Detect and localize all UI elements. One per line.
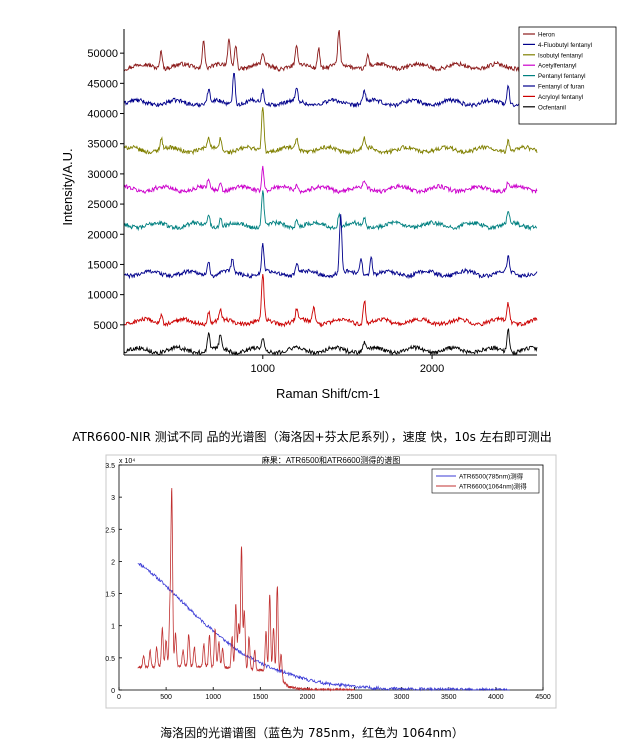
y-tick-label: 20000 bbox=[87, 229, 118, 241]
legend-label: Fentanyl of furan bbox=[538, 84, 585, 91]
x-tick-label: 2500 bbox=[347, 694, 363, 701]
y-tick-label: 3 bbox=[111, 495, 115, 502]
plot-area bbox=[118, 464, 544, 691]
series-line bbox=[137, 563, 511, 692]
y-tick-label: 25000 bbox=[87, 199, 118, 211]
y-tick-label: 0 bbox=[111, 688, 115, 695]
y-tick-label: 40000 bbox=[87, 109, 118, 121]
series-line bbox=[123, 165, 538, 195]
y-tick-label: 35000 bbox=[87, 139, 118, 151]
series-line bbox=[123, 274, 538, 328]
series-line bbox=[123, 190, 538, 232]
x-tick-label: 4000 bbox=[488, 694, 504, 701]
series-line bbox=[123, 107, 538, 156]
x-tick-label: 1500 bbox=[253, 694, 269, 701]
raman-spectra-chart: Intensity/A.U. 5000 10000 15000 20000 25000 3… bbox=[60, 26, 617, 401]
chart-title: 麻果：ATR6500和ATR6600测得的谱图 bbox=[262, 455, 400, 465]
legend-label: 4-Fluobutyl fentanyl bbox=[538, 42, 592, 49]
x-tick-label: 3000 bbox=[394, 694, 410, 701]
y-tick-label: 10000 bbox=[87, 290, 118, 302]
y-multiplier: x 10⁴ bbox=[119, 458, 135, 465]
legend-label: Isobutyl fentanyl bbox=[538, 52, 583, 59]
x-tick-label: 4500 bbox=[535, 694, 551, 701]
x-tick-label: 2000 bbox=[300, 694, 316, 701]
y-tick-label: 1.5 bbox=[105, 592, 115, 599]
y-tick-label: 15000 bbox=[87, 259, 118, 271]
y-tick-label: 45000 bbox=[87, 78, 118, 90]
series-line bbox=[123, 29, 538, 73]
x-tick-label: 0 bbox=[117, 694, 121, 701]
x-axis-title: Raman Shift/cm-1 bbox=[276, 386, 380, 401]
series-line bbox=[123, 327, 538, 357]
y-tick-label: 3.5 bbox=[105, 463, 115, 470]
series-line bbox=[123, 72, 538, 109]
legend-label: Acetylfentanyl bbox=[538, 63, 577, 70]
x-tick-label: 1000 bbox=[251, 363, 275, 375]
y-tick-label: 2.5 bbox=[105, 527, 115, 534]
legend-label: Acryloyl fentanyl bbox=[538, 94, 583, 101]
y-axis-title: Intensity/A.U. bbox=[60, 148, 75, 225]
x-tick-label: 3500 bbox=[441, 694, 457, 701]
legend-label: Pentanyl fentanyl bbox=[538, 73, 585, 80]
legend-label: Ocfentanil bbox=[538, 104, 566, 111]
legend: Heron 4-Fluobutyl fentanyl Isobutyl fentan… bbox=[518, 26, 617, 125]
series-line bbox=[137, 487, 355, 692]
atr-comparison-chart: 麻果：ATR6500和ATR6600测得的谱图 x 10⁴ 0 0.5 1 1.5 2 2… bbox=[105, 454, 557, 709]
bottom-caption: 海洛因的光谱谱图（蓝色为 785nm，红色为 1064nm） bbox=[160, 726, 464, 740]
x-tick-label: 1000 bbox=[205, 694, 221, 701]
legend-box bbox=[518, 26, 617, 125]
legend-label: ATR6600(1064nm)测得 bbox=[459, 482, 527, 491]
legend-label: ATR6500(785nm)测得 bbox=[459, 472, 524, 481]
y-tick-label: 1 bbox=[111, 624, 115, 631]
y-tick-label: 30000 bbox=[87, 169, 118, 181]
y-tick-label: 5000 bbox=[94, 320, 118, 332]
legend-label: Heron bbox=[538, 32, 555, 39]
series-line bbox=[123, 214, 538, 280]
top-caption: ATR6600-NIR 测试不同 品的光谱图（海洛因+芬太尼系列），速度 快，1… bbox=[72, 430, 552, 444]
legend-box bbox=[431, 468, 540, 494]
y-tick-label: 0.5 bbox=[105, 656, 115, 663]
y-tick-label: 2 bbox=[111, 559, 115, 566]
y-tick-label: 50000 bbox=[87, 48, 118, 60]
x-tick-label: 500 bbox=[160, 694, 172, 701]
x-tick-label: 2000 bbox=[420, 363, 444, 375]
